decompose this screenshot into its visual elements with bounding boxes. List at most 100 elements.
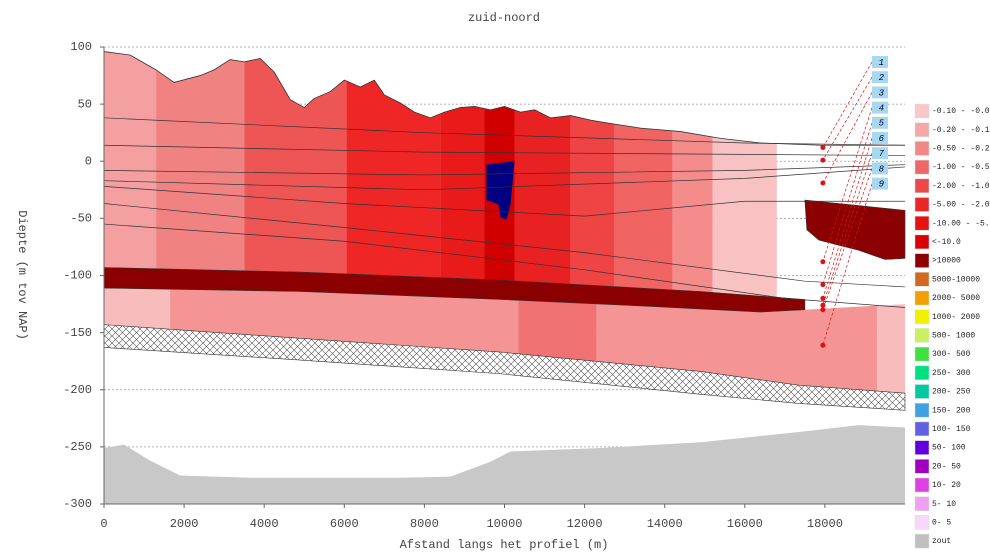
legend-swatch <box>914 328 930 343</box>
well-label: 5 <box>879 119 885 129</box>
legend-swatch <box>914 346 930 362</box>
legend-swatch <box>914 253 930 268</box>
well-label-box <box>872 147 888 160</box>
x-tick-label: 10000 <box>486 517 522 531</box>
basement <box>104 425 905 504</box>
layer-boundary <box>103 144 906 156</box>
x-tick-label: 2000 <box>170 517 199 531</box>
y-tick-label: 0 <box>85 154 92 168</box>
well-label-box <box>872 71 888 84</box>
legend-label: 150- 200 <box>932 406 971 415</box>
legend-label: 500- 1000 <box>932 332 975 341</box>
concentration-strip <box>104 51 157 300</box>
x-tick-label: 8000 <box>410 517 439 531</box>
well-label: 4 <box>879 103 884 113</box>
layer-boundary <box>103 223 906 308</box>
well-label: 8 <box>879 164 885 174</box>
clay-block <box>804 199 906 260</box>
y-tick-label: -150 <box>63 326 92 340</box>
legend-label: 5- 10 <box>932 500 956 509</box>
layer-boundary <box>103 203 906 288</box>
legend-swatch <box>914 402 930 418</box>
well-point <box>820 307 826 313</box>
y-axis-label: Diepte (m tov NAP) <box>15 210 29 340</box>
clay-layer <box>103 267 806 313</box>
well-label: 6 <box>879 134 885 144</box>
legend-swatch <box>914 384 930 399</box>
well-label: 9 <box>879 179 885 189</box>
well-point <box>820 157 826 163</box>
x-axis-label: Afstand langs het profiel (m) <box>400 538 609 552</box>
well-point <box>820 295 826 301</box>
fresh-water-body <box>486 161 515 220</box>
y-tick-label: -300 <box>63 497 92 511</box>
well-label: 7 <box>879 149 885 159</box>
y-tick-label: -250 <box>63 440 92 454</box>
well-point <box>820 145 826 151</box>
layer-boundary <box>103 164 906 176</box>
x-tick-label: 12000 <box>567 517 603 531</box>
concentration-strip <box>514 51 571 300</box>
hatched-layer <box>103 324 906 411</box>
legend-label: -0.50 - -0.20 <box>932 145 990 154</box>
legend-swatch <box>914 141 930 156</box>
concentration-strip <box>156 51 245 300</box>
legend-label: -1.00 - -0.50 <box>932 163 990 172</box>
concentration-strip <box>484 51 515 300</box>
legend-swatch <box>914 496 930 511</box>
legend-label: -2.00 - -1.00 <box>932 182 990 191</box>
x-tick-label: 14000 <box>647 517 683 531</box>
x-tick-label: 6000 <box>330 517 359 531</box>
legend-label: <-10.0 <box>932 238 961 247</box>
well-label-box <box>872 116 888 129</box>
well-connector <box>822 183 873 346</box>
y-tick-label: -200 <box>63 383 92 397</box>
well-connector <box>822 107 873 262</box>
legend-label: 5000-10000 <box>932 275 980 284</box>
well-label-box <box>872 86 888 99</box>
well-connector <box>822 61 873 148</box>
well-label-box <box>872 162 888 175</box>
layer-boundary <box>103 166 906 191</box>
well-label-box <box>872 132 888 144</box>
legend-swatch <box>914 197 930 212</box>
legend-swatch <box>914 215 930 231</box>
legend-label: -0.20 - -0.10 <box>932 126 990 135</box>
well-point <box>820 259 826 265</box>
legend-swatch <box>914 440 930 455</box>
legend-swatch <box>914 421 930 437</box>
layer-boundary <box>103 117 906 146</box>
well-label-box <box>872 177 888 190</box>
well-point <box>820 282 826 288</box>
legend-label: 100- 150 <box>932 425 971 434</box>
well-label: 3 <box>879 88 885 98</box>
chart-title: zuid-noord <box>468 11 540 25</box>
legend-label: 20- 50 <box>932 462 961 471</box>
well-point <box>820 342 826 348</box>
legend-label: -5.00 - -2.00 <box>932 201 990 210</box>
well-connector <box>822 153 873 306</box>
legend-swatch <box>914 178 930 194</box>
legend-label: 300- 500 <box>932 350 971 359</box>
y-tick-label: -100 <box>63 269 92 283</box>
y-tick-label: 100 <box>70 40 92 54</box>
legend-swatch <box>914 365 930 381</box>
legend-swatch <box>914 159 930 175</box>
legend-label: 50- 100 <box>932 444 966 453</box>
legend-label: 10- 20 <box>932 481 961 490</box>
well-point <box>820 180 826 186</box>
well-point <box>820 302 826 308</box>
x-tick-label: 0 <box>100 517 107 531</box>
x-tick-label: 18000 <box>807 517 843 531</box>
well-label-box <box>872 56 888 68</box>
well-connector <box>822 77 873 161</box>
legend-label: -10.00 - -5.00 <box>932 219 990 228</box>
legend-label: 250- 300 <box>932 369 971 378</box>
legend-label: 1000- 2000 <box>932 313 980 322</box>
y-tick-label: -50 <box>70 212 92 226</box>
legend-swatch <box>914 477 930 493</box>
well-label: 2 <box>879 73 885 83</box>
well-connector <box>822 92 873 184</box>
legend-label: 200- 250 <box>932 388 971 397</box>
well-connector <box>822 122 873 285</box>
